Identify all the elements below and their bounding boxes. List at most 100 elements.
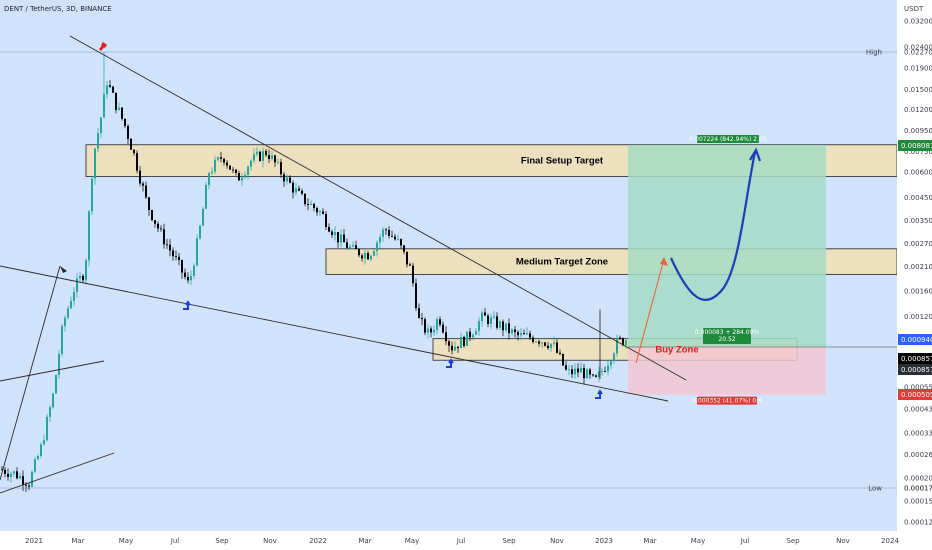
candle-body <box>517 332 519 336</box>
candle-body <box>211 171 213 174</box>
candle-body <box>400 239 402 246</box>
candle-body <box>328 227 330 232</box>
x-tick-label: May <box>691 537 705 545</box>
candle-body <box>106 85 108 95</box>
candle-body <box>130 138 132 150</box>
candle-body <box>583 367 585 379</box>
candle-body <box>601 371 603 372</box>
high-low-lines <box>0 51 897 489</box>
candle-body <box>505 323 507 331</box>
candle-body <box>547 345 549 348</box>
candle-body <box>22 476 24 485</box>
candle-body <box>607 365 609 372</box>
candle-body <box>184 272 186 277</box>
candle-body <box>481 312 483 322</box>
candle-body <box>247 166 249 175</box>
x-tick-label: 2023 <box>595 537 613 545</box>
candle-body <box>166 244 168 246</box>
candle-body <box>562 353 564 366</box>
candle-body <box>574 368 576 375</box>
candle-body <box>97 133 99 149</box>
x-tick-label: Mar <box>71 537 84 545</box>
candle-body <box>217 157 219 160</box>
candle-body <box>16 471 18 479</box>
bottom-marker-icon <box>446 358 454 368</box>
candle-body <box>79 276 81 279</box>
candle-body <box>232 169 234 171</box>
stop-tag-text: 0.000352 (41.07%) 0.9 <box>692 398 762 405</box>
candle-body <box>448 341 450 346</box>
candle-body <box>202 208 204 226</box>
candle-body <box>157 223 159 229</box>
candle-body <box>352 245 354 247</box>
price-axis-background <box>897 0 932 550</box>
candle-body <box>238 172 240 181</box>
stop-tag <box>697 396 757 405</box>
candle-body <box>13 471 15 474</box>
candle-body <box>466 331 468 346</box>
candle-body <box>304 193 306 205</box>
candle-body <box>178 256 180 261</box>
candle-body <box>379 236 381 243</box>
x-tick-label: Jul <box>456 537 466 545</box>
low-label: Low <box>868 485 882 493</box>
candle-body <box>31 471 33 487</box>
candle-body <box>337 232 339 243</box>
candle-body <box>10 473 12 478</box>
candle-body <box>244 174 246 178</box>
candle-body <box>454 346 456 351</box>
candle-body <box>526 333 528 335</box>
candle-body <box>349 246 351 249</box>
candle-body <box>535 341 537 343</box>
price-tag-text: 0.000857 <box>901 366 932 374</box>
candle-body <box>355 245 357 250</box>
candle-body <box>280 162 282 175</box>
candle-body <box>133 149 135 154</box>
candle-body <box>145 185 147 198</box>
zone-label: Medium Target Zone <box>516 257 608 268</box>
x-tick-label: Mar <box>643 537 656 545</box>
candle-body <box>49 407 51 417</box>
price-tag-text: 0.000940 <box>901 336 932 344</box>
candle-body <box>37 455 39 460</box>
candle-body <box>295 188 297 193</box>
candle-body <box>151 210 153 221</box>
candle-body <box>592 374 594 376</box>
candle-body <box>616 337 618 354</box>
candle-body <box>100 117 102 134</box>
position-tool[interactable] <box>628 144 897 395</box>
candle-body <box>235 169 237 173</box>
candle-body <box>346 242 348 249</box>
candle-body <box>82 276 84 281</box>
price-tag-text: 0.000857 <box>901 355 932 363</box>
time-axis[interactable]: 2021 Mar May Jul Sep Nov 2022 Mar May Jul Sep Nov 20… <box>0 531 899 550</box>
zone-label: Final Setup Target <box>521 156 604 167</box>
candle-body <box>421 318 423 320</box>
low-value: 0.000179 <box>904 485 932 493</box>
candle-body <box>325 213 327 228</box>
target-arrow-head <box>660 257 668 266</box>
candle-body <box>463 336 465 346</box>
candle-body <box>622 338 624 346</box>
candle-body <box>19 476 21 479</box>
price-tag-text: 0.000505 <box>901 391 932 399</box>
candle-body <box>109 85 111 87</box>
candle-body <box>313 203 315 209</box>
candle-body <box>565 365 567 370</box>
x-tick-label: May <box>119 537 133 545</box>
x-tick-label: 2021 <box>25 537 43 545</box>
candle-body <box>175 256 177 258</box>
candle-body <box>172 250 174 257</box>
candle-body <box>190 275 192 281</box>
candle-body <box>331 231 333 235</box>
candle-body <box>559 352 561 354</box>
